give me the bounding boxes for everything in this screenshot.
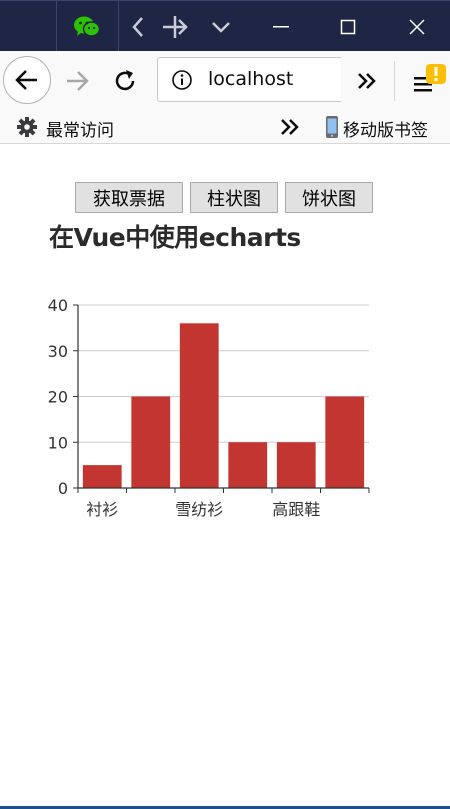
url-fade [291, 58, 341, 101]
wechat-tab[interactable] [56, 1, 118, 52]
titlebar-separator [118, 1, 119, 52]
bar-chart: 0 10 20 30 40 衬衫 雪纺衫 高跟鞋 [48, 296, 370, 519]
bar [276, 442, 316, 488]
x-tick-label: 雪纺衫 [175, 500, 223, 519]
bar [131, 396, 171, 488]
back-button[interactable] [3, 56, 51, 104]
maximize-icon [340, 19, 356, 34]
wechat-icon [74, 16, 101, 37]
close-button[interactable] [392, 1, 442, 52]
y-tick-label: 20 [48, 388, 68, 407]
bar-chart-button[interactable]: 柱状图 [190, 182, 278, 213]
gear-icon [17, 117, 37, 137]
y-tick-label: 0 [58, 479, 68, 498]
window-titlebar [0, 0, 450, 52]
get-data-button[interactable]: 获取票据 [75, 182, 183, 213]
bar [325, 396, 365, 488]
maximize-button[interactable] [323, 1, 373, 52]
info-icon[interactable] [171, 69, 193, 91]
pie-chart-button[interactable]: 饼状图 [285, 182, 373, 213]
titlebar-separator [56, 1, 57, 52]
x-tick-label: 衬衫 [86, 500, 118, 519]
overflow-button[interactable] [350, 51, 384, 111]
bar [228, 442, 268, 488]
chevron-down-icon [212, 21, 230, 33]
chevron-left-icon [132, 16, 143, 37]
tab-scroll-left-button[interactable] [124, 1, 152, 52]
double-chevron-right-icon [358, 73, 376, 89]
address-bar[interactable]: localhost [157, 57, 341, 102]
new-tab-button[interactable] [158, 1, 192, 52]
bar [82, 465, 122, 488]
navigation-toolbar: localhost [0, 51, 450, 111]
arrow-left-icon [15, 70, 37, 90]
bookmarks-toolbar: 最常访问 移动版书签 [0, 111, 450, 144]
page-title: 在Vue中使用echarts [49, 223, 301, 252]
window-bottom-border [0, 806, 450, 809]
mobile-phone-icon [326, 116, 338, 138]
tab-list-button[interactable] [206, 1, 236, 52]
toolbar-separator [394, 61, 395, 101]
y-tick-label: 10 [48, 433, 68, 452]
bookmark-label: 移动版书签 [343, 121, 428, 141]
reload-icon [115, 70, 135, 91]
close-icon [409, 18, 425, 35]
x-tick-label: 高跟鞋 [272, 500, 320, 519]
minimize-button[interactable] [256, 1, 306, 52]
arrow-right-icon [67, 71, 89, 91]
minimize-icon [273, 25, 289, 27]
url-text: localhost [208, 68, 294, 90]
double-chevron-right-icon [281, 119, 299, 135]
bookmark-label: 最常访问 [46, 121, 114, 141]
new-tab-icon [163, 15, 188, 38]
bar [179, 323, 219, 488]
hamburger-icon [414, 64, 446, 92]
y-tick-label: 40 [48, 296, 68, 315]
reload-button[interactable] [108, 51, 142, 111]
menu-button[interactable] [408, 51, 448, 111]
y-tick-label: 30 [48, 342, 68, 361]
forward-button[interactable] [60, 51, 94, 111]
